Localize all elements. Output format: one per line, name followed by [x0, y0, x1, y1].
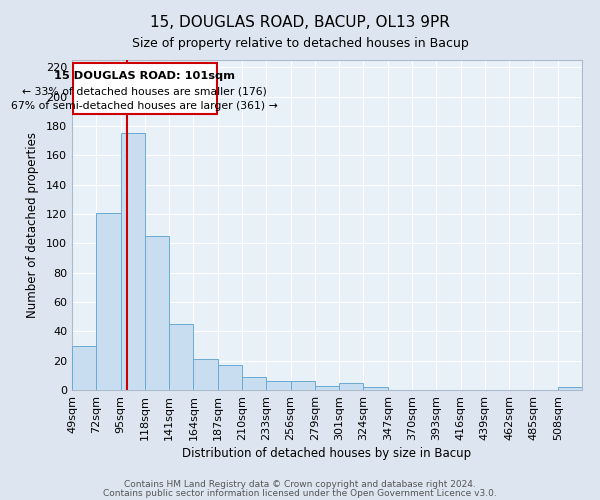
Bar: [169, 324, 193, 390]
Text: 67% of semi-detached houses are larger (361) →: 67% of semi-detached houses are larger (…: [11, 101, 278, 111]
Bar: [121, 134, 145, 390]
Text: Contains public sector information licensed under the Open Government Licence v3: Contains public sector information licen…: [103, 489, 497, 498]
Bar: [364, 387, 388, 390]
Bar: [193, 359, 218, 390]
Bar: [290, 381, 315, 390]
Bar: [266, 381, 290, 390]
Bar: [96, 212, 121, 390]
Bar: [218, 365, 242, 390]
Bar: [242, 377, 266, 390]
Bar: [72, 346, 96, 390]
Text: ← 33% of detached houses are smaller (176): ← 33% of detached houses are smaller (17…: [22, 86, 267, 97]
Text: Contains HM Land Registry data © Crown copyright and database right 2024.: Contains HM Land Registry data © Crown c…: [124, 480, 476, 489]
Bar: [315, 386, 339, 390]
Text: 15 DOUGLAS ROAD: 101sqm: 15 DOUGLAS ROAD: 101sqm: [54, 71, 235, 81]
Text: 15, DOUGLAS ROAD, BACUP, OL13 9PR: 15, DOUGLAS ROAD, BACUP, OL13 9PR: [150, 15, 450, 30]
X-axis label: Distribution of detached houses by size in Bacup: Distribution of detached houses by size …: [182, 447, 472, 460]
Y-axis label: Number of detached properties: Number of detached properties: [26, 132, 39, 318]
Bar: [145, 236, 169, 390]
Text: Size of property relative to detached houses in Bacup: Size of property relative to detached ho…: [131, 38, 469, 51]
Bar: [558, 387, 582, 390]
Bar: [339, 382, 364, 390]
Bar: [73, 63, 217, 114]
